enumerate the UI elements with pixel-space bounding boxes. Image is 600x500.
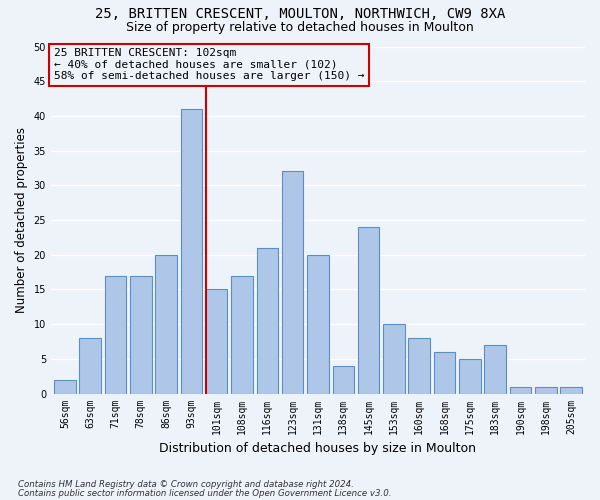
Text: Contains public sector information licensed under the Open Government Licence v3: Contains public sector information licen…: [18, 489, 392, 498]
Bar: [484, 345, 506, 394]
Bar: [181, 109, 202, 394]
Bar: [332, 366, 354, 394]
Text: 25, BRITTEN CRESCENT, MOULTON, NORTHWICH, CW9 8XA: 25, BRITTEN CRESCENT, MOULTON, NORTHWICH…: [95, 8, 505, 22]
Bar: [105, 276, 126, 394]
Bar: [358, 227, 379, 394]
Bar: [231, 276, 253, 394]
Text: Contains HM Land Registry data © Crown copyright and database right 2024.: Contains HM Land Registry data © Crown c…: [18, 480, 354, 489]
Bar: [434, 352, 455, 394]
X-axis label: Distribution of detached houses by size in Moulton: Distribution of detached houses by size …: [160, 442, 476, 455]
Text: Size of property relative to detached houses in Moulton: Size of property relative to detached ho…: [126, 21, 474, 34]
Bar: [307, 254, 329, 394]
Bar: [409, 338, 430, 394]
Bar: [206, 290, 227, 394]
Bar: [257, 248, 278, 394]
Bar: [79, 338, 101, 394]
Text: 25 BRITTEN CRESCENT: 102sqm
← 40% of detached houses are smaller (102)
58% of se: 25 BRITTEN CRESCENT: 102sqm ← 40% of det…: [53, 48, 364, 82]
Bar: [459, 359, 481, 394]
Bar: [155, 254, 177, 394]
Bar: [535, 386, 557, 394]
Bar: [130, 276, 152, 394]
Bar: [54, 380, 76, 394]
Bar: [560, 386, 582, 394]
Bar: [282, 172, 304, 394]
Bar: [509, 386, 531, 394]
Bar: [383, 324, 404, 394]
Y-axis label: Number of detached properties: Number of detached properties: [15, 127, 28, 313]
